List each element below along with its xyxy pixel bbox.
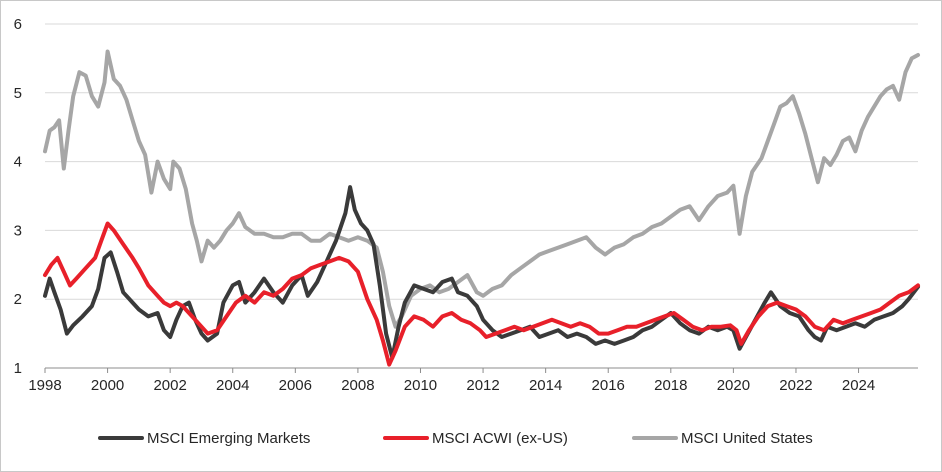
series-line-msci-acwi-ex-us — [43, 221, 920, 367]
x-tick-label: 2014 — [529, 377, 562, 394]
y-tick-label: 1 — [14, 360, 22, 377]
y-axis-tick-labels: 1 2 3 4 5 6 — [14, 16, 22, 377]
x-tick-label: 2006 — [279, 377, 312, 394]
legend-label: MSCI United States — [681, 430, 813, 447]
y-tick-label: 2 — [14, 291, 22, 308]
y-tick-label: 4 — [14, 154, 22, 171]
x-tick-label: 2000 — [91, 377, 124, 394]
x-tick-label: 1998 — [28, 377, 61, 394]
x-axis-tick-labels: 1998 2000 2002 2004 2006 2008 2010 2012 2014 2016… — [28, 368, 875, 394]
grid-lines — [45, 23, 918, 300]
y-tick-label: 5 — [14, 85, 22, 102]
x-tick-label: 2008 — [341, 377, 374, 394]
x-tick-label: 2024 — [842, 377, 875, 394]
x-tick-label: 2004 — [216, 377, 249, 394]
x-tick-label: 2022 — [779, 377, 812, 394]
y-tick-label: 6 — [14, 16, 22, 33]
x-tick-label: 2012 — [466, 377, 499, 394]
legend: MSCI Emerging Markets MSCI ACWI (ex-US) MS… — [98, 430, 813, 447]
series-line-msci-united-states — [43, 49, 920, 329]
x-tick-label: 2002 — [153, 377, 186, 394]
x-tick-label: 2010 — [404, 377, 437, 394]
x-tick-label: 2016 — [592, 377, 625, 394]
legend-item-msci-emerging-markets: MSCI Emerging Markets — [98, 430, 310, 447]
legend-item-msci-acwi-ex-us: MSCI ACWI (ex-US) — [383, 430, 568, 447]
y-tick-label: 3 — [14, 222, 22, 239]
series-line-msci-emerging-markets — [43, 185, 920, 360]
legend-item-msci-united-states: MSCI United States — [632, 430, 813, 447]
legend-label: MSCI ACWI (ex-US) — [432, 430, 568, 447]
x-tick-label: 2018 — [654, 377, 687, 394]
x-tick-label: 2020 — [717, 377, 750, 394]
legend-label: MSCI Emerging Markets — [147, 430, 310, 447]
series-lines — [43, 49, 920, 367]
